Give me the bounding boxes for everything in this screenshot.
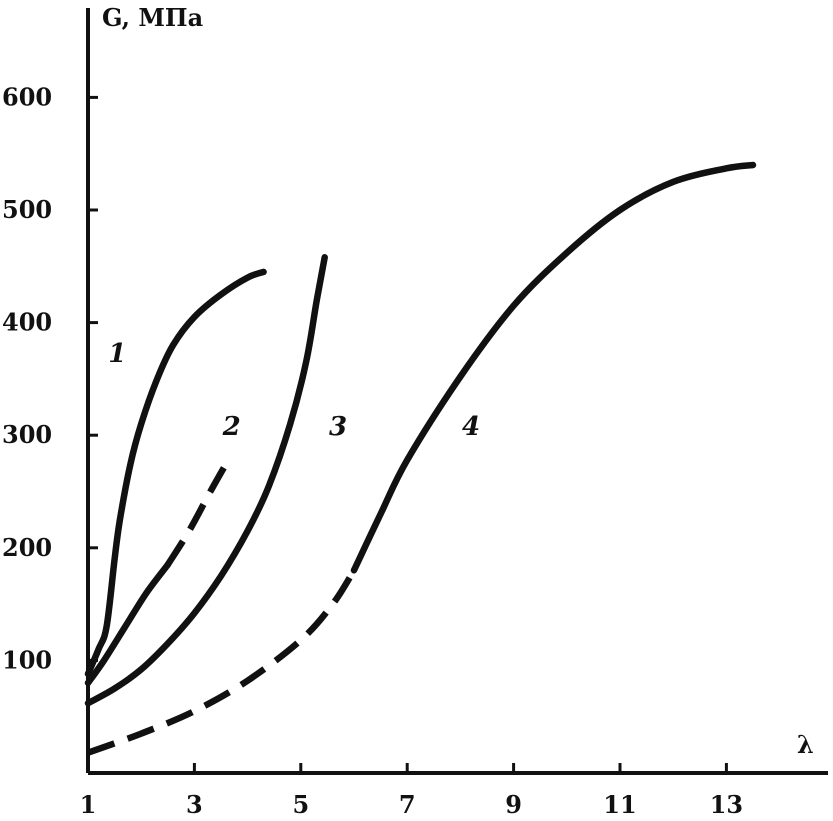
axes [86,8,828,775]
y-tick-label: 500 [2,195,52,224]
y-tick-label: 300 [2,420,52,449]
x-axis-label: λ [797,730,814,759]
series-2-line-dashed [165,461,230,567]
y-axis-label: G, МПа [102,3,203,32]
x-tick-label: 11 [603,790,636,819]
curves [84,161,757,756]
series-4-line-dashed [86,568,357,756]
x-tick-label: 5 [292,790,309,819]
labels: G, МПа λ 1 2 3 4 [102,3,814,759]
series-1-line-solid [84,268,267,678]
y-tick-label: 600 [2,82,52,111]
series-4-line-solid [350,161,757,574]
x-tick-label: 3 [186,790,203,819]
y-tick-label: 400 [2,308,52,337]
x-tick-label: 7 [399,790,416,819]
series-2 [84,461,230,687]
x-tick-label: 1 [80,790,97,819]
series-2-line-solid [84,561,172,687]
x-tick-label: 13 [710,790,743,819]
x-tick-label: 9 [505,790,522,819]
curve-label-3: 3 [329,412,347,442]
curve-label-4: 4 [462,412,480,442]
series-4 [86,161,757,756]
curve-label-1: 1 [108,339,126,369]
series-1 [84,268,267,678]
series-3-line-solid [84,254,328,707]
curve-label-2: 2 [222,412,241,442]
y-tick-label: 100 [2,645,52,674]
y-tick-label: 200 [2,533,52,562]
series-3 [84,254,328,707]
